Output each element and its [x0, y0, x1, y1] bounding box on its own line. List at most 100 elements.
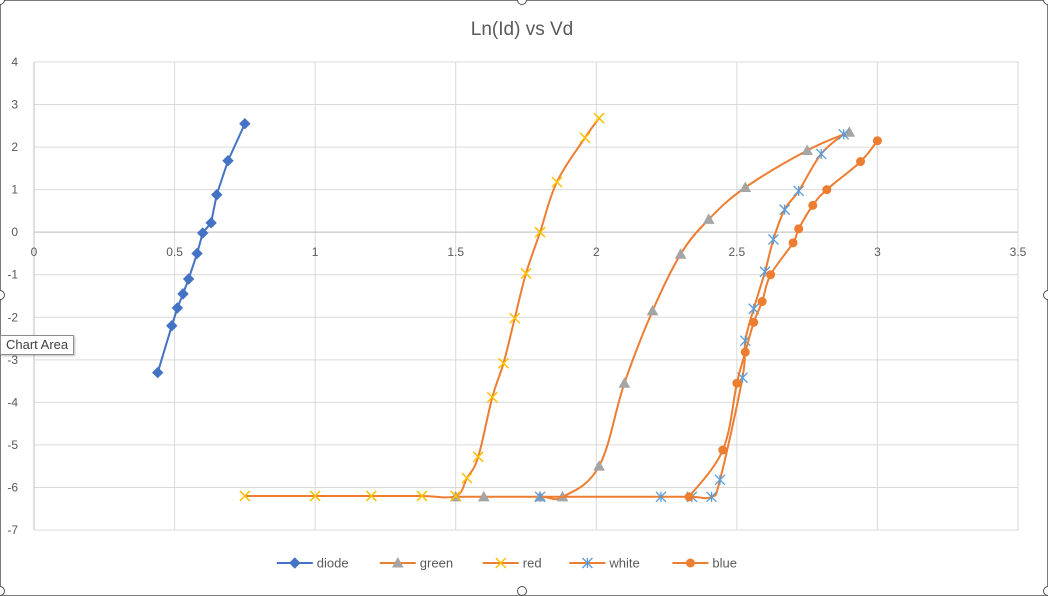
marker-stroke — [365, 490, 377, 502]
blue-series-line[interactable] — [688, 140, 879, 498]
blue-data-point[interactable] — [822, 185, 832, 195]
diode-data-point[interactable] — [191, 247, 203, 260]
diode-data-point[interactable] — [196, 227, 209, 239]
green-data-point[interactable] — [674, 248, 687, 259]
diode-data-point[interactable] — [211, 189, 223, 201]
diode-data-point[interactable] — [205, 217, 217, 229]
y-tick-label: 0 — [11, 225, 18, 239]
red-data-point[interactable] — [472, 451, 484, 463]
red-data-point[interactable] — [450, 490, 462, 502]
diode-data-point[interactable] — [171, 302, 184, 314]
blue-data-point[interactable] — [766, 270, 776, 280]
white-data-point[interactable] — [714, 474, 726, 486]
series-blue[interactable] — [684, 136, 882, 502]
y-tick-label: -6 — [7, 480, 18, 494]
y-tick-label: -5 — [7, 438, 18, 452]
blue-data-point[interactable] — [718, 445, 728, 455]
blue-data-point[interactable] — [749, 317, 759, 327]
resize-handle-right[interactable] — [1043, 290, 1048, 300]
legend-marker[interactable] — [495, 557, 507, 569]
diode-data-point[interactable] — [166, 320, 178, 332]
legend-item-red[interactable]: red — [482, 556, 542, 571]
white-data-point[interactable] — [793, 185, 805, 197]
white-data-point[interactable] — [655, 491, 667, 503]
legend-item-white[interactable]: white — [569, 556, 640, 571]
red-data-point[interactable] — [365, 490, 377, 502]
red-series-line[interactable] — [244, 117, 600, 499]
x-tick-label: 1 — [312, 245, 319, 259]
blue-data-point[interactable] — [808, 200, 818, 210]
series-red[interactable] — [239, 112, 605, 502]
legend-item-blue[interactable]: blue — [672, 556, 737, 571]
marker-stroke — [551, 176, 563, 188]
white-data-point[interactable] — [767, 233, 779, 245]
white-data-point[interactable] — [779, 204, 791, 216]
blue-data-point[interactable] — [732, 378, 742, 388]
red-data-point[interactable] — [461, 472, 473, 484]
legend-marker[interactable] — [685, 558, 695, 568]
marker-stroke — [520, 267, 532, 279]
green-data-point[interactable] — [739, 181, 752, 193]
green-data-point[interactable] — [702, 213, 715, 224]
resize-handle-top-right[interactable] — [1043, 0, 1048, 5]
y-tick-label: 4 — [11, 55, 18, 69]
blue-data-point[interactable] — [856, 157, 866, 167]
diode-data-point[interactable] — [182, 273, 195, 285]
marker-stroke — [309, 490, 321, 502]
diode-data-point[interactable] — [239, 117, 251, 130]
red-data-point[interactable] — [309, 490, 321, 502]
blue-data-point[interactable] — [684, 492, 694, 502]
legend-item-diode[interactable]: diode — [276, 556, 349, 571]
y-tick-label: -7 — [7, 523, 18, 537]
red-data-point[interactable] — [239, 490, 251, 502]
green-data-point[interactable] — [593, 460, 605, 471]
marker-stroke — [497, 357, 510, 369]
legend[interactable]: diode green red white blue — [276, 556, 737, 571]
legend-item-green[interactable]: green — [379, 556, 453, 571]
x-tick-label: 0 — [31, 245, 38, 259]
white-data-point[interactable] — [815, 148, 827, 160]
marker-stroke — [461, 472, 473, 484]
marker-stroke — [593, 112, 605, 124]
series-white[interactable] — [534, 128, 850, 503]
green-data-point[interactable] — [646, 304, 659, 316]
red-data-point[interactable] — [416, 490, 428, 502]
diode-data-point[interactable] — [177, 288, 189, 300]
green-data-point[interactable] — [477, 490, 490, 502]
blue-data-point[interactable] — [794, 224, 804, 234]
legend-marker[interactable] — [391, 556, 404, 568]
blue-data-point[interactable] — [788, 238, 798, 248]
plot-area[interactable] — [151, 112, 882, 503]
blue-data-point[interactable] — [757, 297, 767, 307]
red-data-point[interactable] — [509, 312, 521, 324]
resize-handle-bottom[interactable] — [517, 586, 527, 596]
green-data-point[interactable] — [801, 144, 813, 155]
legend-label: green — [420, 556, 453, 571]
legend-marker[interactable] — [289, 557, 301, 569]
red-data-point[interactable] — [486, 391, 498, 403]
diode-data-point[interactable] — [222, 154, 234, 167]
blue-data-point[interactable] — [740, 347, 750, 357]
red-data-point[interactable] — [579, 132, 591, 144]
white-data-point[interactable] — [534, 491, 546, 503]
resize-handle-bottom-right[interactable] — [1043, 586, 1048, 596]
chart-area-tooltip: Chart Area — [0, 335, 75, 355]
diode-data-point[interactable] — [151, 366, 164, 379]
red-data-point[interactable] — [520, 267, 532, 279]
red-data-point[interactable] — [497, 357, 510, 369]
green-data-point[interactable] — [618, 377, 631, 388]
white-data-point[interactable] — [706, 491, 718, 503]
y-tick-label: -2 — [7, 310, 18, 324]
legend-label: red — [523, 556, 542, 571]
white-data-point[interactable] — [838, 128, 850, 140]
legend-marker[interactable] — [581, 557, 593, 569]
marker-stroke — [416, 490, 428, 502]
series-diode[interactable] — [151, 117, 251, 379]
red-data-point[interactable] — [593, 112, 605, 124]
blue-data-point[interactable] — [872, 136, 882, 146]
red-data-point[interactable] — [534, 226, 546, 238]
x-tick-label: 2.5 — [729, 245, 746, 259]
red-data-point[interactable] — [551, 176, 563, 188]
marker-stroke — [486, 391, 498, 403]
marker-stroke — [509, 312, 521, 324]
